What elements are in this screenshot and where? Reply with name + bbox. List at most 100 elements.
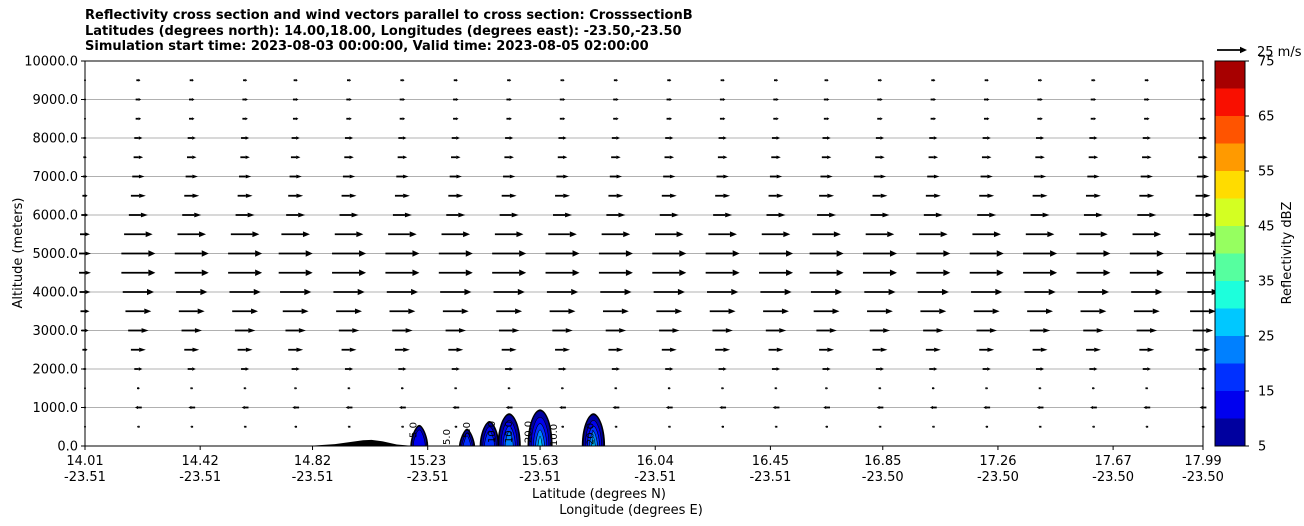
wind-vector-head bbox=[563, 174, 569, 179]
wind-vector bbox=[765, 328, 787, 333]
wind-vector-head bbox=[987, 193, 995, 198]
wind-vector bbox=[705, 250, 740, 257]
wind-vector-head bbox=[305, 269, 313, 276]
wind-vector-head bbox=[1047, 231, 1055, 238]
wind-vector bbox=[507, 78, 512, 82]
wind-vector bbox=[1136, 328, 1158, 333]
wind-vector-head bbox=[1093, 78, 1096, 82]
wind-vector-head bbox=[670, 193, 677, 198]
wind-vector bbox=[1085, 347, 1101, 352]
wind-vector-head bbox=[827, 174, 833, 179]
wind-vector bbox=[125, 308, 152, 315]
wind-vector bbox=[813, 308, 840, 315]
wind-vector-head bbox=[138, 155, 144, 160]
wind-vector-head bbox=[509, 367, 514, 371]
wind-vector bbox=[823, 405, 830, 410]
wind-vector-head bbox=[996, 269, 1004, 276]
wind-vector-head bbox=[776, 155, 781, 160]
wind-vector bbox=[1196, 174, 1210, 179]
wind-vector-head bbox=[245, 136, 250, 140]
title-line-3: Simulation start time: 2023-08-03 00:00:… bbox=[85, 39, 649, 54]
wind-vector-head bbox=[456, 347, 464, 352]
wind-vector-head bbox=[465, 250, 473, 257]
wind-vector-head bbox=[252, 231, 260, 238]
colorbar-segment bbox=[1215, 116, 1245, 144]
wind-vector bbox=[719, 405, 727, 410]
wind-vector-head bbox=[134, 405, 139, 410]
wind-vector bbox=[867, 308, 893, 315]
wind-vector bbox=[661, 347, 677, 352]
wind-vector bbox=[1092, 386, 1095, 390]
wind-vector bbox=[602, 308, 629, 315]
wind-vector-head bbox=[409, 231, 417, 238]
wind-vector-head bbox=[572, 250, 580, 257]
wind-vector-head bbox=[833, 231, 841, 238]
wind-vector-head bbox=[989, 212, 997, 218]
wind-vector bbox=[440, 288, 472, 296]
x-axis-label-2: Longitude (degrees E) bbox=[559, 503, 703, 518]
wind-vector bbox=[1036, 405, 1044, 410]
wind-vector bbox=[715, 347, 731, 352]
wind-vector-head bbox=[85, 194, 88, 198]
wind-vector bbox=[333, 288, 365, 296]
wind-vector-head bbox=[1040, 193, 1048, 198]
wind-vector-head bbox=[1147, 174, 1153, 179]
wind-vector-head bbox=[138, 367, 143, 371]
wind-vector-head bbox=[85, 328, 89, 333]
wind-vector-head bbox=[347, 425, 349, 429]
wind-vector-head bbox=[401, 425, 403, 429]
wind-vector-head bbox=[456, 367, 460, 371]
wind-vector bbox=[396, 174, 409, 179]
wind-vector bbox=[385, 269, 420, 276]
wind-vector bbox=[1083, 212, 1103, 218]
wind-vector bbox=[241, 136, 250, 140]
wind-vector-head bbox=[781, 308, 789, 315]
wind-vector bbox=[128, 328, 149, 333]
reference-vector-label: 25 m/s bbox=[1257, 45, 1302, 60]
wind-vector bbox=[453, 117, 459, 121]
wind-vector-head bbox=[245, 97, 248, 102]
wind-vector-head bbox=[1203, 136, 1208, 140]
wind-vector bbox=[454, 386, 458, 390]
wind-vector bbox=[664, 155, 675, 160]
wind-vector-head bbox=[402, 155, 408, 160]
wind-vector bbox=[1089, 136, 1098, 140]
wind-vector bbox=[916, 269, 951, 276]
colorbar-segment bbox=[1215, 363, 1245, 391]
wind-vector-head bbox=[616, 347, 624, 352]
wind-vector-head bbox=[985, 425, 987, 429]
wind-vector bbox=[1090, 97, 1097, 102]
colorbar-tick-label: 15 bbox=[1258, 385, 1275, 400]
wind-vector-head bbox=[295, 117, 299, 121]
wind-vector-head bbox=[562, 386, 564, 390]
wind-vector-head bbox=[1096, 328, 1104, 333]
wind-vector bbox=[137, 386, 140, 390]
wind-vector-head bbox=[723, 155, 728, 160]
chart-title: Reflectivity cross section and wind vect… bbox=[85, 8, 693, 55]
wind-vector bbox=[1038, 78, 1043, 82]
wind-vector bbox=[667, 386, 671, 390]
wind-vector bbox=[278, 250, 313, 257]
wind-vector-head bbox=[931, 425, 934, 429]
wind-vector-head bbox=[1147, 193, 1155, 198]
contour-label: 20.0 bbox=[524, 421, 535, 443]
wind-vector-head bbox=[298, 328, 306, 333]
wind-vector-head bbox=[776, 386, 778, 390]
wind-vector bbox=[1038, 386, 1042, 390]
wind-vector bbox=[290, 155, 301, 160]
wind-vector bbox=[1142, 136, 1151, 140]
wind-vector bbox=[291, 367, 300, 371]
wind-vector-head bbox=[402, 386, 404, 390]
wind-vector-head bbox=[515, 308, 523, 315]
wind-vector bbox=[549, 308, 576, 315]
wind-vector bbox=[243, 78, 248, 82]
wind-vector bbox=[184, 193, 200, 198]
wind-vector-head bbox=[1203, 155, 1208, 160]
wind-vector bbox=[389, 308, 416, 315]
wind-vector bbox=[925, 347, 941, 352]
wind-vector-head bbox=[1093, 136, 1098, 140]
wind-vector bbox=[923, 328, 944, 333]
wind-vector bbox=[761, 231, 791, 238]
wind-vector-head bbox=[889, 250, 897, 257]
y-tick-label: 2000.0 bbox=[33, 363, 79, 378]
